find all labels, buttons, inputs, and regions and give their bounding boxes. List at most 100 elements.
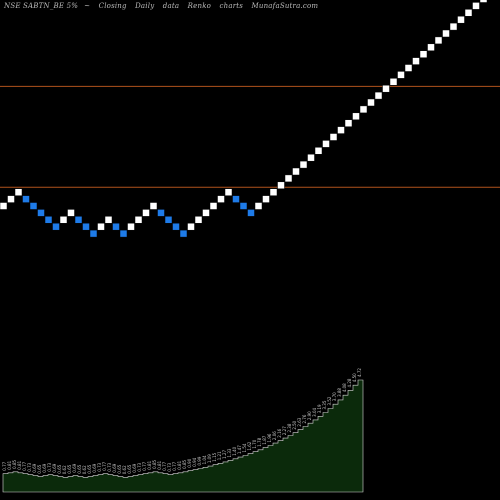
brick-value-label: 2.16: [277, 428, 282, 437]
renko-brick-up: [412, 57, 420, 65]
renko-brick-up: [134, 216, 143, 224]
brick-value-label: 0.69: [72, 463, 77, 472]
renko-brick-up: [419, 50, 428, 58]
brick-value-label: 0.73: [27, 462, 32, 471]
renko-brick-down: [44, 216, 53, 224]
brick-value-label: 3.70: [332, 392, 337, 401]
data-word-label: data: [162, 2, 180, 10]
brick-value-label: 1.70: [252, 439, 257, 448]
renko-brick-up: [127, 222, 135, 231]
brick-value-label: 0.99: [197, 456, 202, 465]
brick-value-label: 0.65: [77, 464, 82, 473]
brick-value-label: 0.69: [52, 463, 57, 472]
renko-brick-up: [142, 209, 150, 217]
brick-value-label: 1.33: [227, 448, 232, 457]
brick-value-label: 1.54: [242, 443, 247, 452]
renko-brick-up: [449, 22, 458, 31]
ticker-label: NSE SABTN_BE 5%: [4, 2, 79, 10]
brick-value-label: 2.50: [292, 420, 297, 429]
brick-value-label: 1.15: [212, 452, 217, 461]
renko-brick-up: [427, 43, 435, 52]
renko-brick-down: [74, 216, 83, 224]
renko-brick-down: [119, 229, 128, 238]
renko-brick-up: [464, 9, 473, 17]
brick-value-label: 3.52: [327, 396, 332, 405]
renko-brick-up: [254, 202, 263, 210]
brick-value-label: 0.73: [97, 462, 102, 471]
chart-header: NSE SABTN_BE 5% ~ Closing Daily data Renk…: [4, 2, 324, 10]
renko-brick-down: [52, 222, 60, 231]
renko-brick-down: [164, 216, 173, 224]
tilde-label: ~: [84, 2, 91, 10]
brick-value-label: 0.69: [32, 463, 37, 472]
renko-brick-up: [479, 0, 488, 3]
renko-brick-up: [359, 105, 368, 114]
renko-brick-up: [434, 36, 443, 45]
renko-brick-up: [59, 216, 68, 224]
renko-bricks: [0, 0, 488, 238]
renko-brick-down: [179, 229, 188, 238]
brick-value-label: 0.81: [157, 460, 162, 469]
renko-brick-up: [292, 167, 300, 176]
brick-value-label: 0.69: [92, 463, 97, 472]
renko-brick-down: [29, 202, 38, 210]
renko-brick-up: [322, 140, 330, 148]
brick-value-label: 0.90: [187, 458, 192, 467]
brick-value-label: 0.77: [102, 461, 107, 470]
renko-brick-down: [239, 202, 248, 210]
renko-brick-up: [442, 29, 450, 38]
renko-brick-down: [37, 209, 45, 217]
brick-value-label: 2.38: [287, 423, 292, 432]
brick-value-label: 0.77: [142, 461, 147, 470]
renko-brick-up: [209, 202, 218, 210]
renko-brick-up: [217, 195, 225, 203]
renko-brick-up: [0, 202, 8, 210]
site-label: MunafaSutra.com: [251, 2, 319, 10]
brick-value-label: 0.77: [172, 461, 177, 470]
renko-brick-up: [104, 216, 113, 224]
series-type-label: Closing: [98, 2, 127, 10]
renko-brick-up: [187, 222, 195, 231]
renko-brick-up: [67, 209, 75, 217]
brick-value-label: 0.65: [117, 464, 122, 473]
brick-value-label: 0.73: [167, 462, 172, 471]
frequency-label: Daily: [135, 2, 155, 10]
renko-brick-up: [97, 222, 105, 231]
renko-brick-up: [307, 153, 315, 162]
renko-brick-up: [472, 2, 480, 10]
renko-brick-up: [314, 147, 323, 155]
renko-brick-up: [262, 195, 270, 203]
brick-value-label: 0.85: [182, 459, 187, 468]
renko-brick-down: [89, 229, 98, 238]
renko-brick-up: [202, 209, 210, 217]
brick-value-label: 3.04: [312, 408, 317, 417]
brick-value-label: 1.21: [217, 451, 222, 460]
brick-value-label: 0.73: [137, 462, 142, 471]
brick-value-label: 4.28: [347, 378, 352, 387]
brick-value-label: 0.62: [122, 465, 127, 474]
renko-brick-down: [157, 209, 165, 217]
renko-brick-up: [194, 216, 203, 224]
brick-value-label: 0.81: [7, 460, 12, 469]
brick-value-label: 3.19: [317, 404, 322, 413]
renko-brick-up: [7, 195, 15, 203]
brick-value-label: 4.72: [357, 368, 362, 377]
renko-brick-up: [397, 71, 405, 79]
reference-lines: [0, 85, 500, 188]
brick-value-label: 0.69: [112, 463, 117, 472]
brick-value-label: 0.85: [12, 459, 17, 468]
brick-value-label: 2.06: [272, 431, 277, 440]
brick-labels: 0.77 0.81 0.85 0.81 0.77 0.73 0.69 0.65 0.69 0.73…: [2, 368, 362, 475]
renko-brick-up: [299, 160, 308, 169]
renko-brick-down: [232, 195, 240, 203]
renko-brick-up: [284, 174, 293, 183]
brick-value-label: 1.87: [262, 435, 267, 444]
brick-value-label: 0.69: [132, 463, 137, 472]
renko-brick-down: [22, 195, 30, 203]
renko-brick-up: [404, 64, 413, 72]
brick-value-label: 4.08: [342, 383, 347, 392]
brick-value-label: 0.94: [192, 457, 197, 466]
brick-value-label: 0.81: [17, 460, 22, 469]
brick-value-label: 1.78: [257, 437, 262, 446]
